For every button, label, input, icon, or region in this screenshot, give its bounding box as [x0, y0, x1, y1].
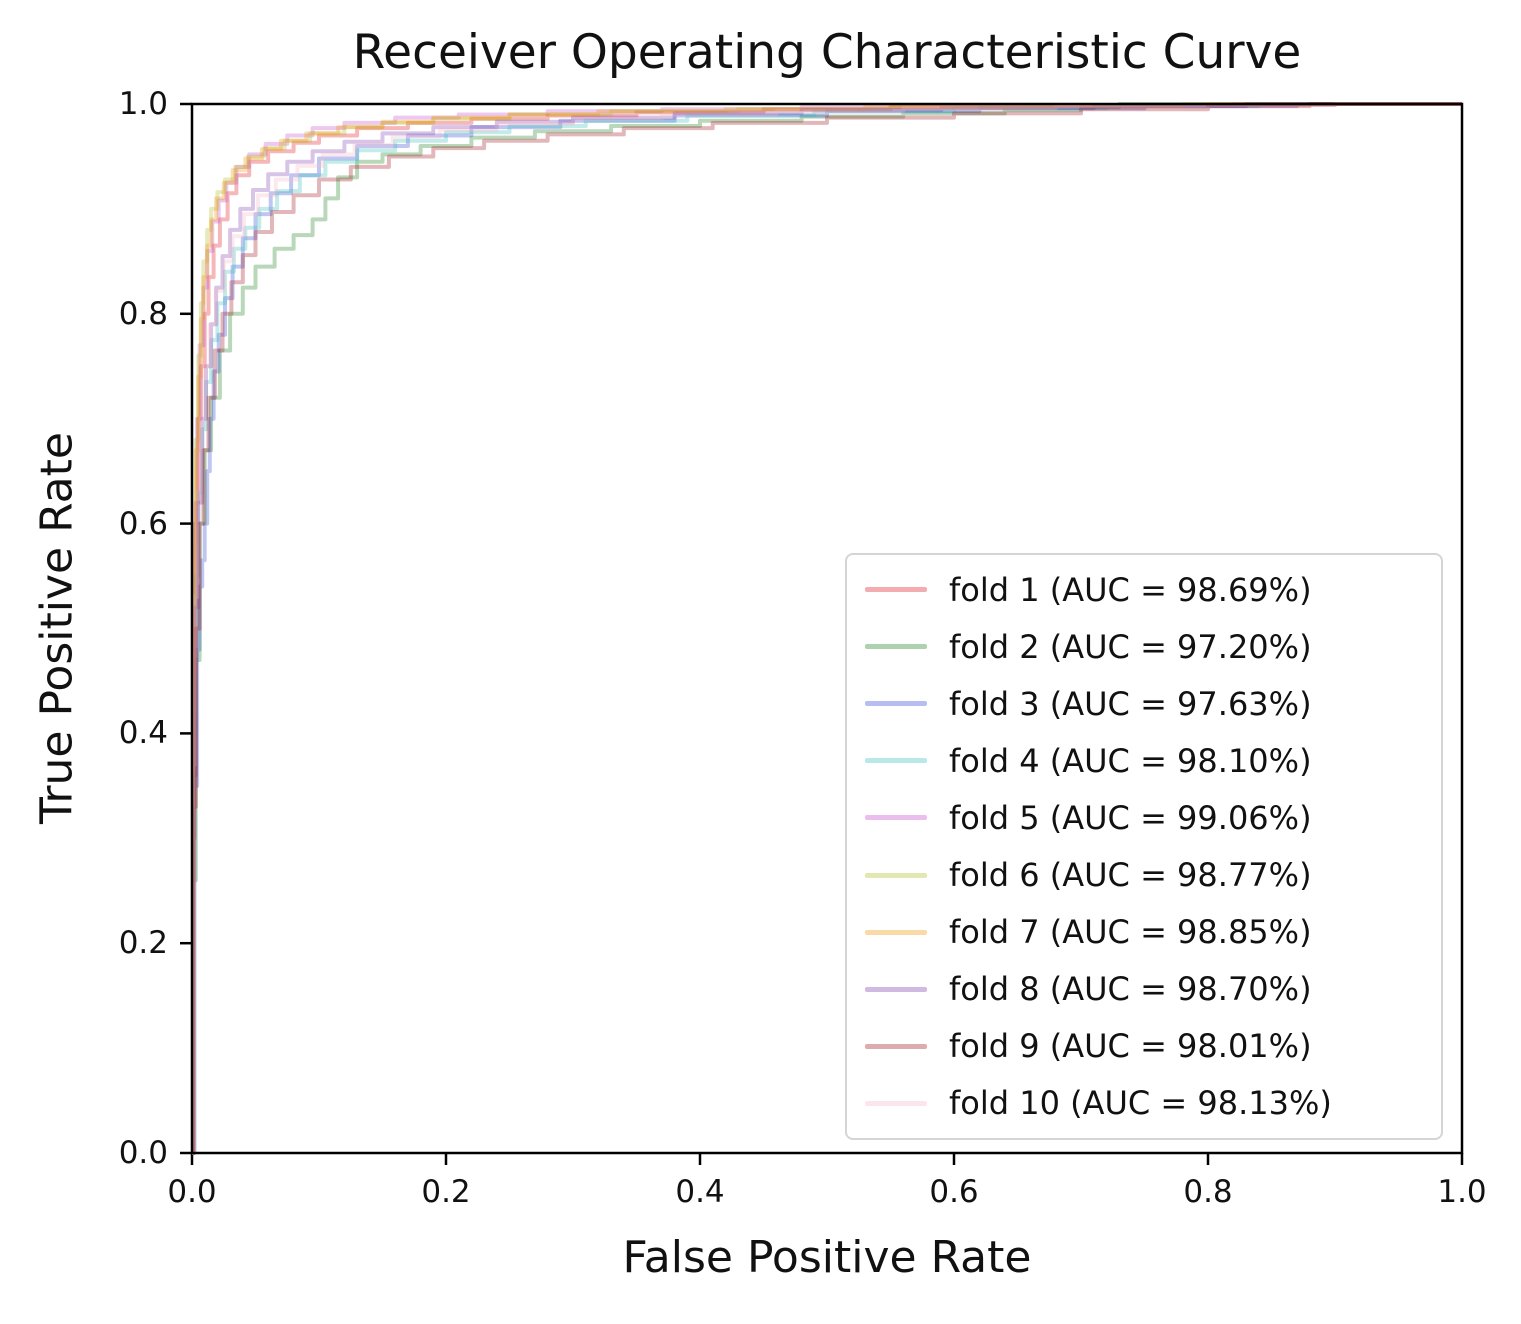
roc-curve-fold-7 — [191, 102, 1462, 1155]
chart-title: Receiver Operating Characteristic Curve — [352, 25, 1302, 80]
y-tick-label: 0.8 — [118, 295, 168, 332]
legend-label: fold 10 (AUC = 98.13%) — [949, 1084, 1332, 1123]
legend-row: fold 8 (AUC = 98.70%) — [847, 970, 1441, 1008]
legend-line-swatch — [865, 1043, 927, 1049]
legend-label: fold 3 (AUC = 97.63%) — [949, 684, 1312, 723]
legend-line-swatch — [865, 929, 927, 935]
x-tick-label: 0.0 — [167, 1174, 217, 1210]
legend-label: fold 4 (AUC = 98.10%) — [949, 741, 1312, 780]
legend-line-swatch — [865, 986, 927, 992]
roc-curve-fold-6 — [191, 102, 1462, 1155]
legend-label: fold 7 (AUC = 98.85%) — [949, 913, 1312, 952]
x-tick-label: 0.6 — [929, 1174, 979, 1210]
roc-curve-fold-10 — [191, 102, 1462, 1155]
x-tick-label: 0.4 — [675, 1174, 725, 1210]
legend-label: fold 6 (AUC = 98.77%) — [949, 856, 1312, 895]
legend-line-swatch — [865, 872, 927, 878]
roc-curve-fold-9 — [191, 102, 1462, 1155]
legend-line-swatch — [865, 758, 927, 764]
legend-row: fold 3 (AUC = 97.63%) — [847, 685, 1441, 723]
roc-curve-fold-8 — [191, 102, 1462, 1155]
legend-row: fold 6 (AUC = 98.77%) — [847, 856, 1441, 894]
y-tick-label: 0.4 — [118, 715, 168, 752]
legend-row: fold 1 (AUC = 98.69%) — [847, 571, 1441, 609]
roc-curve-fold-5 — [191, 102, 1462, 1155]
legend-row: fold 7 (AUC = 98.85%) — [847, 913, 1441, 951]
x-tick-label: 0.8 — [1183, 1174, 1233, 1210]
legend-line-swatch — [865, 1100, 927, 1106]
x-tick-label: 1.0 — [1437, 1174, 1487, 1210]
legend-row: fold 9 (AUC = 98.01%) — [847, 1027, 1441, 1065]
legend-row: fold 5 (AUC = 99.06%) — [847, 799, 1441, 837]
legend: fold 1 (AUC = 98.69%) fold 2 (AUC = 97.20… — [845, 553, 1443, 1140]
legend-line-swatch — [865, 644, 927, 650]
legend-line-swatch — [865, 701, 927, 707]
legend-line-swatch — [865, 815, 927, 821]
y-tick-label: 1.0 — [118, 86, 168, 122]
roc-curve-fold-2 — [191, 102, 1462, 1155]
y-tick-label: 0.0 — [118, 1135, 168, 1171]
legend-line-swatch — [865, 587, 927, 593]
x-tick-label: 0.2 — [421, 1174, 471, 1210]
legend-row: fold 2 (AUC = 97.20%) — [847, 628, 1441, 666]
legend-label: fold 1 (AUC = 98.69%) — [949, 570, 1312, 609]
legend-label: fold 2 (AUC = 97.20%) — [949, 627, 1312, 666]
legend-label: fold 9 (AUC = 98.01%) — [949, 1027, 1312, 1066]
legend-row: fold 10 (AUC = 98.13%) — [847, 1084, 1441, 1122]
legend-label: fold 8 (AUC = 98.70%) — [949, 970, 1312, 1009]
y-tick-label: 0.6 — [118, 505, 168, 542]
legend-label: fold 5 (AUC = 99.06%) — [949, 798, 1312, 837]
roc-curve-fold-4 — [191, 102, 1462, 1155]
x-axis-label: False Positive Rate — [622, 1232, 1032, 1283]
roc-curve-fold-3 — [192, 102, 1462, 1155]
legend-row: fold 4 (AUC = 98.10%) — [847, 742, 1441, 780]
y-axis-label: True Positive Rate — [31, 432, 83, 824]
roc-curve-fold-1 — [191, 102, 1462, 1155]
plot-border — [190, 102, 1464, 1155]
y-tick-label: 0.2 — [118, 925, 168, 962]
